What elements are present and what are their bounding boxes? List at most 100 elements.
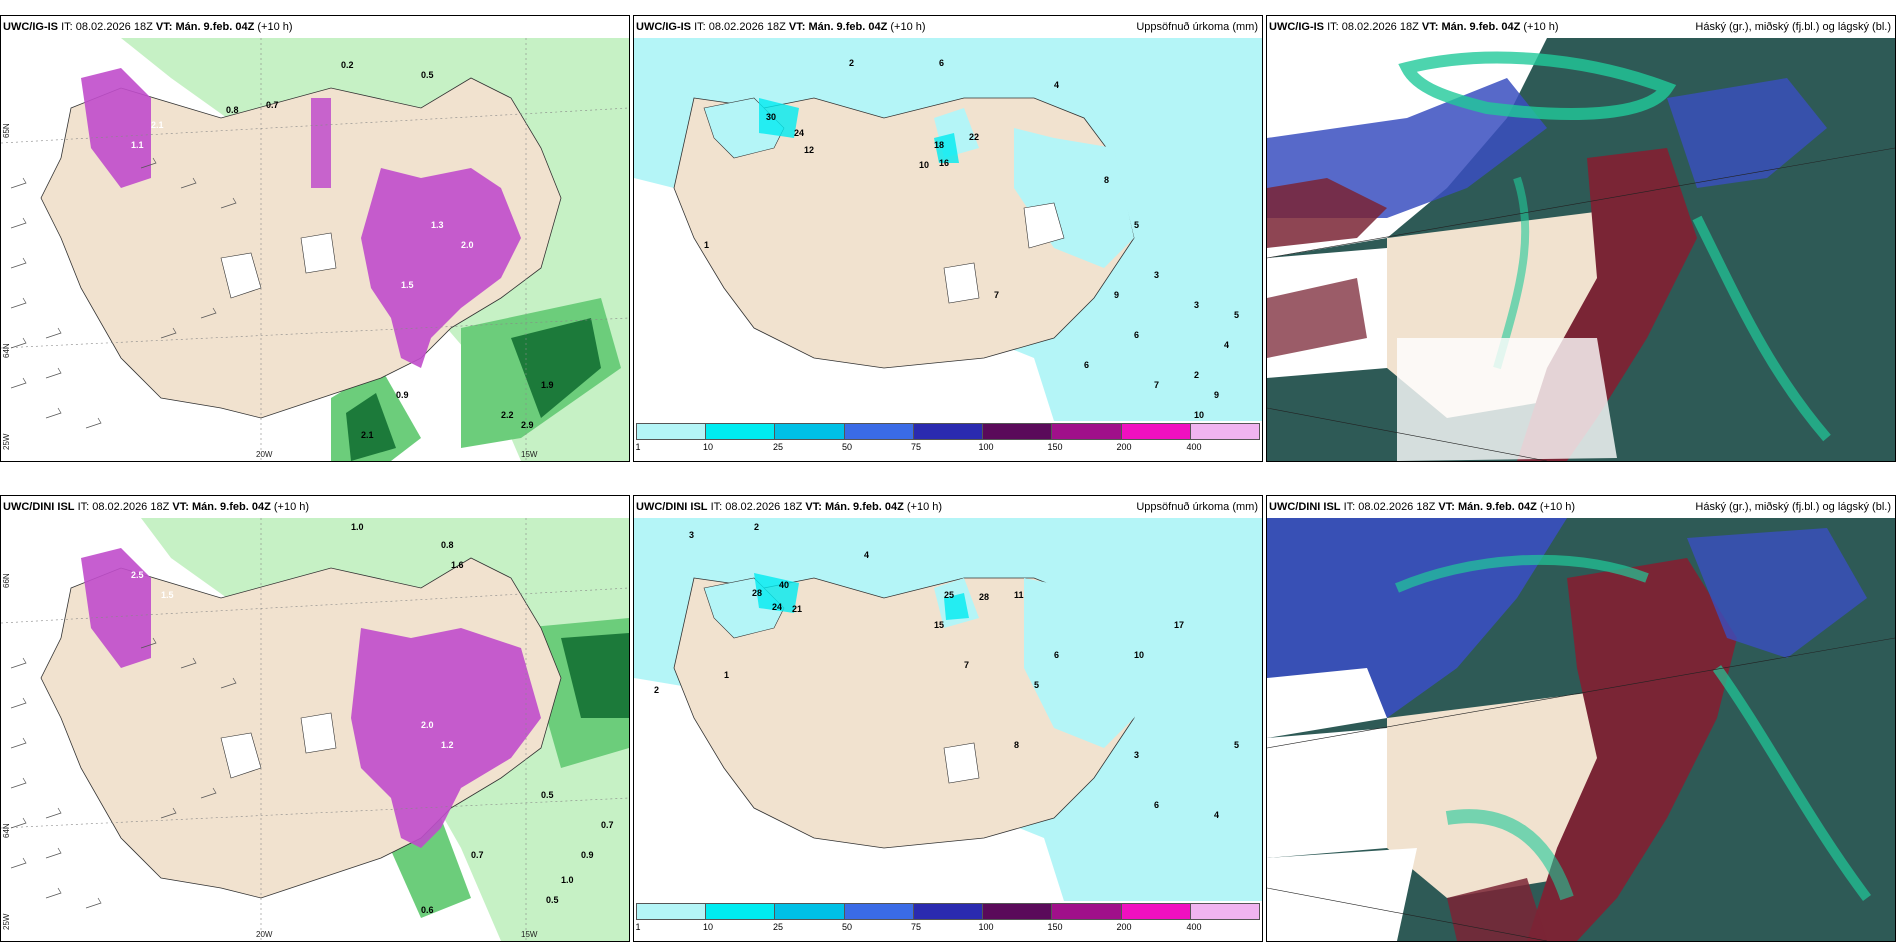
legend-color-bar [636, 903, 1260, 920]
legend-swatch [706, 424, 776, 439]
it-value: 08.02.2026 18Z [1358, 501, 1436, 513]
svg-text:0.2: 0.2 [53, 520, 66, 530]
svg-text:0.9: 0.9 [396, 390, 409, 400]
svg-text:2: 2 [1194, 370, 1199, 380]
field-title: Háský (gr.), miðský (fj.bl.) og lágský (… [1695, 21, 1891, 33]
svg-text:9: 9 [1114, 290, 1119, 300]
svg-text:9: 9 [1214, 390, 1219, 400]
svg-text:18: 18 [934, 140, 944, 150]
it-label: IT: [710, 501, 723, 513]
it-label: IT: [77, 501, 90, 513]
panel-dini-clouds: UWC/DINI ISL IT: 08.02.2026 18Z VT: Mán.… [1266, 495, 1896, 942]
svg-text:2.1: 2.1 [151, 120, 164, 130]
svg-text:0.7: 0.7 [601, 820, 614, 830]
svg-text:64N: 64N [2, 823, 11, 838]
svg-text:1.0: 1.0 [561, 875, 574, 885]
legend-tick: 10 [702, 442, 714, 452]
panel-header: UWC/IG-IS IT: 08.02.2026 18Z VT: Mán. 9.… [634, 16, 1262, 38]
vt-label: VT: Mán. 9.feb. 04Z [155, 21, 255, 33]
svg-text:65N: 65N [2, 123, 11, 138]
legend-swatch [637, 424, 707, 439]
model-name: UWC/IG-IS [3, 21, 58, 33]
vt-label: VT: Mán. 9.feb. 04Z [805, 501, 904, 513]
svg-text:1.5: 1.5 [161, 590, 174, 600]
model-name: UWC/IG-IS [1269, 21, 1324, 33]
legend-swatch [844, 904, 914, 919]
legend-tick: 50 [841, 922, 853, 932]
svg-text:15W: 15W [521, 930, 538, 939]
svg-text:0.6: 0.6 [421, 905, 434, 915]
svg-text:24: 24 [772, 602, 782, 612]
svg-text:15W: 15W [521, 450, 538, 459]
legend-swatch [1121, 424, 1191, 439]
legend-tick: 150 [1047, 442, 1063, 452]
legend-ticks: 1 10 25 50 75 100 150 200 400 [635, 442, 1260, 454]
model-name: UWC/DINI ISL [636, 501, 708, 513]
vt-label: VT: Mán. 9.feb. 04Z [172, 501, 271, 513]
model-name: UWC/IG-IS [636, 21, 691, 33]
legend-swatch [775, 424, 845, 439]
panel-dini-precip-wind: UWC/DINI ISL IT: 08.02.2026 18Z VT: Mán.… [0, 495, 630, 942]
legend-swatch [637, 904, 707, 919]
svg-text:0.7: 0.7 [266, 100, 279, 110]
svg-text:10: 10 [1194, 410, 1204, 420]
svg-text:1.0: 1.0 [351, 522, 364, 532]
panel-igis-precip-wind: UWC/IG-IS IT: 08.02.2026 18Z VT: Mán. 9.… [0, 15, 630, 462]
vt-label: VT: Mán. 9.feb. 04Z [1438, 501, 1537, 513]
svg-text:4: 4 [1054, 80, 1059, 90]
legend-swatch [1121, 904, 1191, 919]
panel-igis-accum-precip: UWC/IG-IS IT: 08.02.2026 18Z VT: Mán. 9.… [633, 15, 1263, 462]
svg-text:20W: 20W [256, 930, 273, 939]
svg-text:2.9: 2.9 [521, 420, 534, 430]
svg-text:1: 1 [724, 670, 729, 680]
legend-swatch [1190, 904, 1259, 919]
svg-text:3: 3 [1154, 270, 1159, 280]
svg-text:10: 10 [919, 160, 929, 170]
legend-color-bar [636, 423, 1260, 440]
precip-wind-map: 0.2 1.0 1.6 0.8 2.5 1.5 1.2 2.0 0.5 0.7 … [1, 518, 629, 941]
panel-header: UWC/DINI ISL IT: 08.02.2026 18Z VT: Mán.… [1267, 496, 1895, 518]
svg-text:22: 22 [969, 132, 979, 142]
model-name: UWC/DINI ISL [3, 501, 75, 513]
svg-text:2.2: 2.2 [501, 410, 514, 420]
svg-text:0.5: 0.5 [421, 70, 434, 80]
legend-tick: 75 [910, 922, 922, 932]
svg-text:16: 16 [939, 158, 949, 168]
it-value: 08.02.2026 18Z [92, 501, 170, 513]
legend-tick: 1 [635, 442, 641, 452]
svg-text:8: 8 [1014, 740, 1019, 750]
svg-text:2.0: 2.0 [421, 720, 434, 730]
legend-tick: 400 [1186, 922, 1202, 932]
svg-text:66N: 66N [2, 573, 11, 588]
it-label: IT: [61, 21, 73, 33]
lead-time: (+10 h) [273, 501, 310, 513]
legend-tick: 100 [978, 922, 994, 932]
svg-text:2.5: 2.5 [131, 570, 144, 580]
svg-text:2: 2 [849, 58, 854, 68]
lead-time: (+10 h) [890, 21, 926, 33]
legend-tick: 1 [635, 922, 641, 932]
field-title: Uppsöfnuð úrkoma (mm) [1136, 21, 1258, 33]
it-value: 08.02.2026 18Z [725, 501, 803, 513]
svg-text:2.0: 2.0 [461, 240, 474, 250]
legend-tick: 150 [1047, 922, 1063, 932]
svg-text:0.2: 0.2 [341, 60, 354, 70]
svg-text:25W: 25W [2, 913, 11, 930]
cloud-map [1267, 38, 1895, 461]
vt-label: VT: Mán. 9.feb. 04Z [788, 21, 888, 33]
svg-text:1.9: 1.9 [541, 380, 554, 390]
it-value: 08.02.2026 18Z [75, 21, 153, 33]
svg-text:6: 6 [1134, 330, 1139, 340]
svg-text:2.1: 2.1 [361, 430, 374, 440]
svg-text:0.9: 0.9 [581, 850, 594, 860]
panel-header: UWC/IG-IS IT: 08.02.2026 18Z VT: Mán. 9.… [1267, 16, 1895, 38]
svg-text:1: 1 [704, 240, 709, 250]
svg-text:0.3: 0.3 [73, 65, 86, 75]
it-label: IT: [1327, 21, 1339, 33]
legend-tick: 400 [1186, 442, 1202, 452]
legend-ticks: 1 10 25 50 75 100 150 200 400 [635, 922, 1260, 934]
model-name: UWC/DINI ISL [1269, 501, 1341, 513]
svg-text:64N: 64N [2, 343, 11, 358]
svg-text:10: 10 [1134, 650, 1144, 660]
svg-text:3: 3 [1194, 300, 1199, 310]
